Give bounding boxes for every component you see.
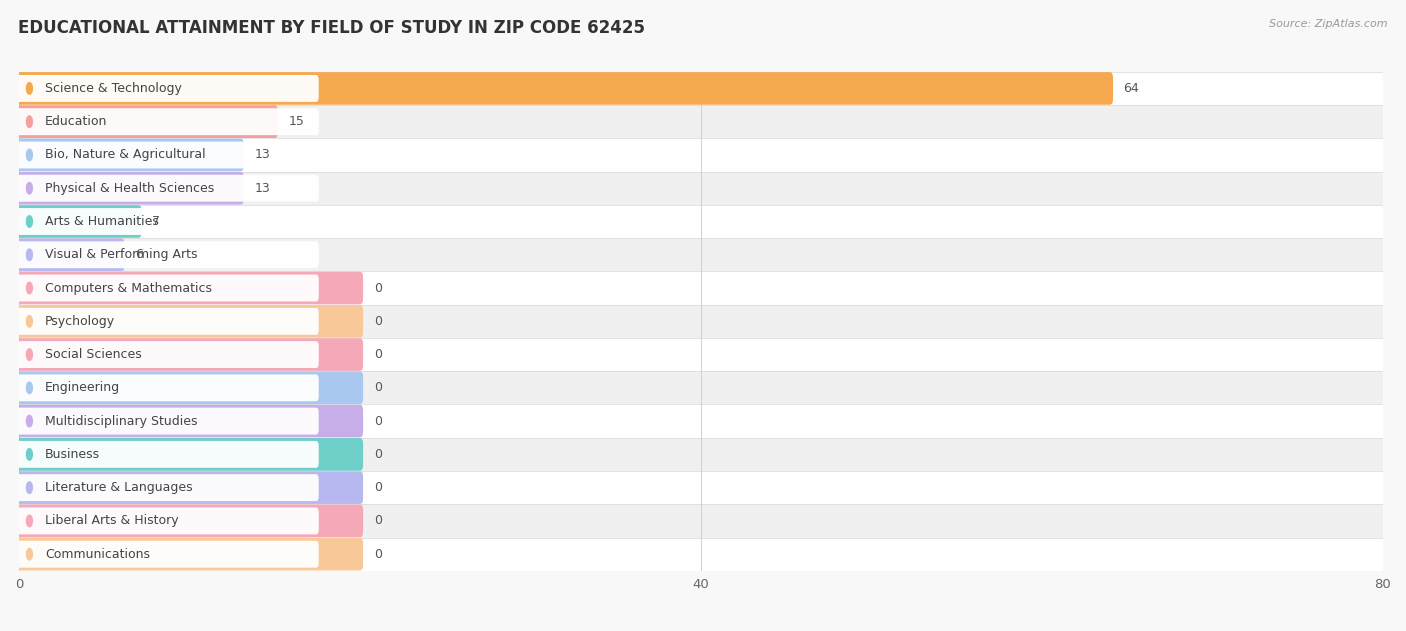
Circle shape (27, 249, 32, 261)
FancyBboxPatch shape (13, 305, 363, 338)
Circle shape (27, 182, 32, 194)
FancyBboxPatch shape (15, 408, 319, 435)
Text: Arts & Humanities: Arts & Humanities (45, 215, 159, 228)
FancyBboxPatch shape (15, 175, 319, 202)
Bar (20, 538, 1382, 571)
FancyBboxPatch shape (15, 274, 319, 302)
Text: 0: 0 (374, 548, 381, 561)
FancyBboxPatch shape (15, 241, 319, 268)
Text: 64: 64 (1123, 82, 1139, 95)
Circle shape (27, 316, 32, 327)
Text: 0: 0 (374, 281, 381, 295)
Text: EDUCATIONAL ATTAINMENT BY FIELD OF STUDY IN ZIP CODE 62425: EDUCATIONAL ATTAINMENT BY FIELD OF STUDY… (18, 19, 645, 37)
Text: 13: 13 (254, 182, 270, 195)
Text: 0: 0 (374, 315, 381, 327)
Circle shape (27, 116, 32, 127)
FancyBboxPatch shape (13, 405, 363, 437)
FancyBboxPatch shape (13, 471, 363, 504)
Text: Psychology: Psychology (45, 315, 115, 327)
FancyBboxPatch shape (15, 341, 319, 368)
Text: 0: 0 (374, 348, 381, 361)
Text: Liberal Arts & History: Liberal Arts & History (45, 514, 179, 528)
Bar (20, 138, 1382, 172)
Bar (20, 172, 1382, 205)
FancyBboxPatch shape (13, 205, 142, 238)
Circle shape (27, 515, 32, 527)
Circle shape (27, 83, 32, 94)
Text: 6: 6 (135, 248, 143, 261)
FancyBboxPatch shape (13, 338, 363, 371)
Bar (20, 305, 1382, 338)
Bar (20, 72, 1382, 105)
Text: Communications: Communications (45, 548, 150, 561)
Circle shape (27, 548, 32, 560)
Text: 0: 0 (374, 481, 381, 494)
FancyBboxPatch shape (13, 105, 278, 138)
Text: Engineering: Engineering (45, 381, 120, 394)
FancyBboxPatch shape (15, 475, 319, 501)
Bar (20, 338, 1382, 371)
Text: Source: ZipAtlas.com: Source: ZipAtlas.com (1270, 19, 1388, 29)
FancyBboxPatch shape (13, 239, 125, 271)
Text: Physical & Health Sciences: Physical & Health Sciences (45, 182, 214, 195)
Text: Education: Education (45, 115, 107, 128)
Text: Multidisciplinary Studies: Multidisciplinary Studies (45, 415, 197, 428)
Circle shape (27, 349, 32, 360)
Circle shape (27, 382, 32, 394)
FancyBboxPatch shape (15, 507, 319, 534)
Bar (20, 371, 1382, 404)
Bar (20, 471, 1382, 504)
FancyBboxPatch shape (13, 505, 363, 537)
Text: Science & Technology: Science & Technology (45, 82, 181, 95)
Circle shape (27, 482, 32, 493)
Text: Business: Business (45, 448, 100, 461)
FancyBboxPatch shape (13, 538, 363, 570)
FancyBboxPatch shape (15, 109, 319, 135)
Text: 13: 13 (254, 148, 270, 162)
Circle shape (27, 415, 32, 427)
Circle shape (27, 149, 32, 161)
Bar (20, 105, 1382, 138)
Bar (20, 238, 1382, 271)
Text: Bio, Nature & Agricultural: Bio, Nature & Agricultural (45, 148, 205, 162)
Text: Social Sciences: Social Sciences (45, 348, 142, 361)
Text: 0: 0 (374, 448, 381, 461)
Text: 15: 15 (288, 115, 304, 128)
FancyBboxPatch shape (13, 72, 1114, 105)
FancyBboxPatch shape (15, 141, 319, 168)
Bar (20, 205, 1382, 238)
Text: Visual & Performing Arts: Visual & Performing Arts (45, 248, 197, 261)
Bar (20, 271, 1382, 305)
Text: Literature & Languages: Literature & Languages (45, 481, 193, 494)
FancyBboxPatch shape (13, 438, 363, 471)
FancyBboxPatch shape (13, 139, 243, 171)
FancyBboxPatch shape (13, 172, 243, 204)
Text: Computers & Mathematics: Computers & Mathematics (45, 281, 212, 295)
Text: 0: 0 (374, 415, 381, 428)
FancyBboxPatch shape (15, 374, 319, 401)
FancyBboxPatch shape (15, 208, 319, 235)
FancyBboxPatch shape (15, 441, 319, 468)
FancyBboxPatch shape (15, 75, 319, 102)
FancyBboxPatch shape (13, 272, 363, 304)
Circle shape (27, 282, 32, 294)
FancyBboxPatch shape (15, 541, 319, 568)
Bar (20, 504, 1382, 538)
FancyBboxPatch shape (13, 372, 363, 404)
Circle shape (27, 449, 32, 460)
Bar (20, 438, 1382, 471)
Text: 0: 0 (374, 514, 381, 528)
Circle shape (27, 216, 32, 227)
Text: 7: 7 (152, 215, 160, 228)
FancyBboxPatch shape (15, 308, 319, 335)
Text: 0: 0 (374, 381, 381, 394)
Bar (20, 404, 1382, 438)
